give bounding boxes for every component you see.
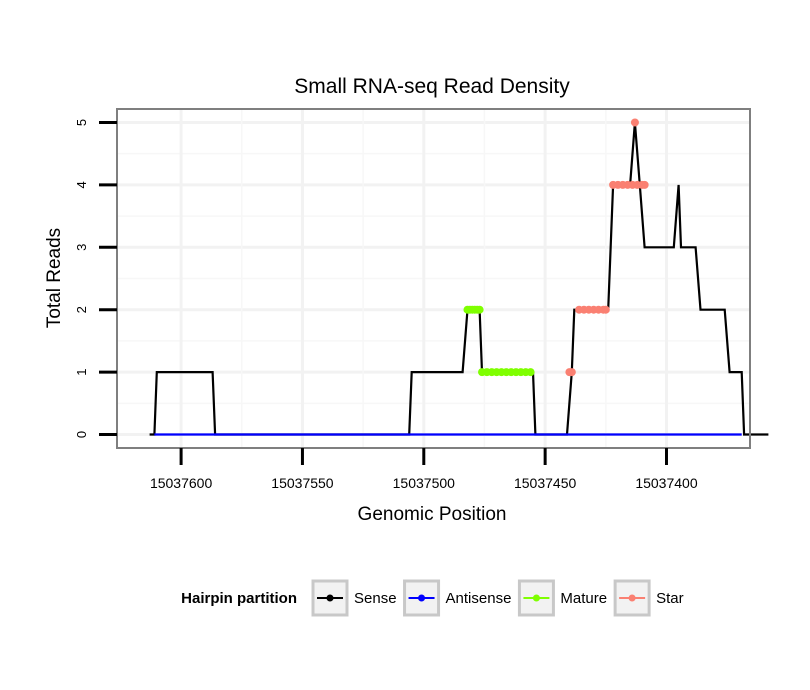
y-tick-label: 2 — [74, 306, 89, 313]
chart-title: Small RNA-seq Read Density — [294, 75, 570, 98]
x-tick-label: 15037550 — [271, 475, 334, 491]
legend-label-antisense: Antisense — [446, 590, 512, 607]
y-tick-label: 5 — [74, 119, 89, 126]
x-tick-label: 15037450 — [514, 475, 577, 491]
legend-key-point-sense — [326, 594, 334, 602]
legend-key-point-mature — [532, 594, 540, 602]
data-point-mature — [475, 305, 484, 314]
data-point-star — [630, 118, 639, 127]
y-tick-label: 3 — [74, 244, 89, 251]
x-tick-label: 15037600 — [150, 475, 213, 491]
legend-key-point-antisense — [418, 594, 426, 602]
legend-title: Hairpin partition — [181, 590, 297, 607]
legend-entries: Sense Antisense Mature Star — [311, 579, 684, 617]
x-axis-label: Genomic Position — [358, 504, 507, 525]
legend-label-mature: Mature — [560, 590, 607, 607]
y-tick-label: 4 — [74, 181, 89, 188]
y-axis: 0 1 2 3 4 5 — [74, 119, 117, 438]
x-tick-label: 15037500 — [393, 475, 456, 491]
data-point-star — [601, 305, 610, 314]
x-tick-label: 15037400 — [635, 475, 698, 491]
legend-label-star: Star — [656, 590, 684, 607]
y-axis-label: Total Reads — [44, 228, 65, 328]
panel-border — [116, 108, 751, 449]
legend-label-sense: Sense — [354, 590, 397, 607]
y-tick-label: 0 — [74, 431, 89, 438]
data-point-star — [640, 180, 649, 189]
legend: Hairpin partition Sense Antisense Mature St… — [181, 579, 684, 617]
data-point-star — [567, 368, 576, 377]
legend-key-point-star — [628, 594, 636, 602]
y-tick-label: 1 — [74, 368, 89, 375]
series-layer — [149, 118, 769, 436]
grid — [118, 110, 749, 447]
data-point-mature — [526, 368, 535, 377]
x-axis: 15037600 15037550 15037500 15037450 15037400 — [150, 448, 698, 491]
